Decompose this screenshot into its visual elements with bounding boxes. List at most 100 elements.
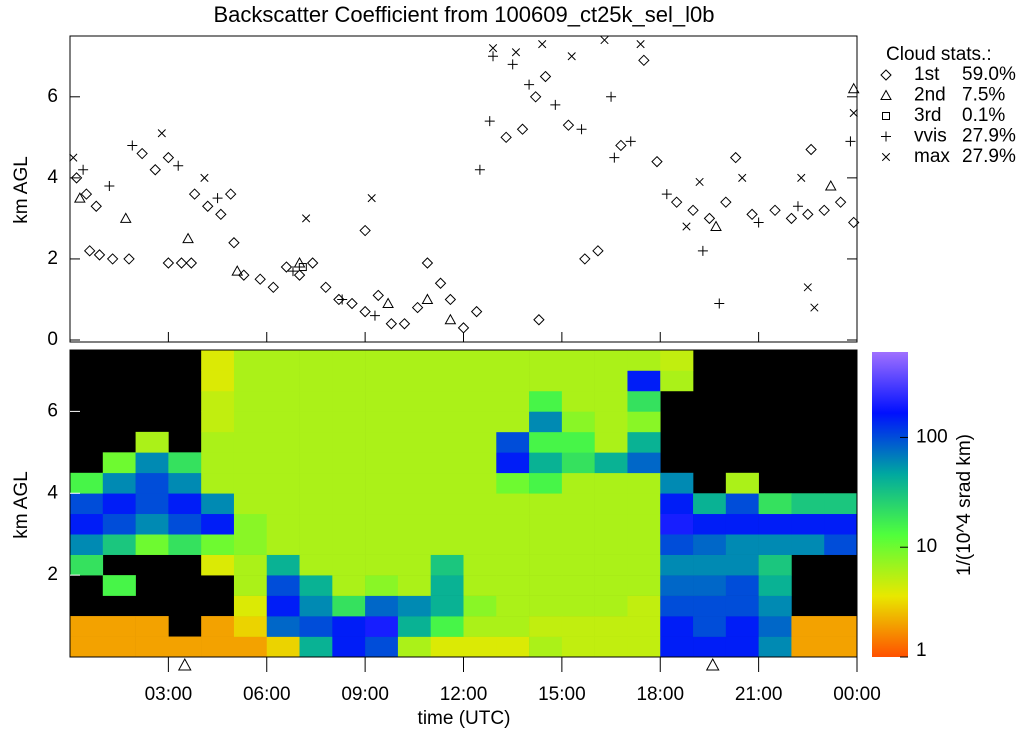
heat-cell	[693, 554, 727, 576]
heat-cell	[430, 350, 464, 371]
heat-cell	[233, 411, 268, 433]
point	[697, 245, 708, 256]
legend-marker	[882, 112, 890, 120]
point	[600, 35, 609, 45]
heat-cell	[365, 390, 399, 412]
point	[792, 201, 803, 212]
heat-cell	[725, 513, 759, 535]
heat-cell	[201, 390, 235, 412]
x-axis-label: time (UTC)	[418, 708, 511, 729]
heat-cell	[70, 472, 104, 494]
heat-cell	[529, 616, 563, 637]
heat-cell	[693, 493, 727, 515]
heat-cell	[496, 350, 530, 371]
heat-cell	[463, 390, 497, 412]
heat-cell	[233, 350, 268, 371]
heat-cell	[332, 616, 366, 637]
legend-marker	[880, 69, 892, 81]
heat-cell	[824, 493, 858, 515]
heat-cell	[594, 350, 628, 371]
heat-cell	[299, 616, 333, 637]
heat-cell	[332, 390, 366, 412]
heat-cell	[627, 390, 661, 412]
heat-cell	[627, 493, 661, 515]
heat-cell	[430, 493, 464, 515]
heat-cell	[365, 513, 399, 535]
heat-cell	[266, 554, 300, 576]
heat-cell	[365, 472, 399, 494]
heat-cell	[627, 350, 661, 371]
x-tick-label: 18:00	[636, 684, 684, 705]
heat-cell	[594, 472, 628, 494]
heat-cell	[496, 370, 530, 392]
heat-cell	[299, 431, 333, 453]
heat-cell	[168, 513, 202, 535]
heat-cell	[365, 350, 399, 371]
point	[470, 305, 483, 318]
point	[382, 297, 394, 309]
heat-cell	[299, 554, 333, 576]
heat-cell	[365, 595, 399, 617]
heat-cell	[529, 595, 563, 617]
heat-cell	[693, 513, 727, 535]
heat-cell	[529, 370, 563, 392]
heat-cell	[561, 575, 595, 596]
heat-cell	[397, 370, 432, 392]
heat-cell	[463, 534, 497, 555]
heat-cell	[299, 595, 333, 617]
heat-cell	[496, 411, 530, 433]
heat-cell	[70, 513, 104, 535]
point	[695, 177, 704, 187]
point	[200, 173, 209, 182]
point	[474, 164, 485, 175]
point	[185, 257, 198, 269]
point	[123, 253, 135, 265]
heat-cell	[594, 411, 628, 433]
legend-marker	[881, 131, 891, 142]
heat-cell	[332, 554, 366, 576]
heat-cell	[463, 554, 497, 576]
heat-cell	[397, 636, 432, 658]
point	[538, 40, 547, 49]
heat-cell	[233, 431, 268, 453]
heat-cell	[627, 616, 661, 637]
x-tick-label: 09:00	[341, 684, 389, 705]
heat-cell	[561, 534, 595, 555]
point	[231, 265, 244, 276]
point	[562, 119, 575, 131]
heat-cell	[102, 472, 136, 494]
heat-cell	[299, 636, 333, 658]
point	[80, 188, 93, 200]
point	[83, 245, 96, 257]
point	[69, 153, 78, 162]
legend-label: 3rd	[914, 105, 941, 126]
heat-cell	[365, 616, 399, 637]
point	[511, 48, 521, 57]
point	[367, 194, 376, 203]
point	[539, 70, 552, 83]
heat-cell	[397, 350, 432, 371]
point	[119, 212, 132, 223]
heat-cell	[299, 452, 333, 474]
chart-title: Backscatter Coefficient from 100609_ct25…	[214, 2, 715, 27]
heat-cell	[299, 513, 333, 535]
point	[802, 208, 814, 221]
point	[714, 298, 725, 309]
point	[280, 261, 293, 273]
colorbar	[872, 352, 908, 657]
point	[797, 173, 806, 182]
heat-cell	[135, 431, 169, 453]
legend-label: 1st	[914, 64, 940, 85]
point	[576, 124, 587, 135]
point	[320, 281, 332, 294]
heat-cell	[758, 513, 792, 535]
heat-cell	[397, 411, 432, 433]
point	[444, 313, 457, 325]
legend-marker	[880, 89, 892, 100]
point	[803, 283, 812, 292]
heat-cell	[529, 534, 563, 555]
heat-cell	[725, 472, 759, 494]
heat-cell	[332, 513, 366, 535]
heat-cell	[725, 595, 759, 617]
heat-cell	[365, 575, 399, 596]
